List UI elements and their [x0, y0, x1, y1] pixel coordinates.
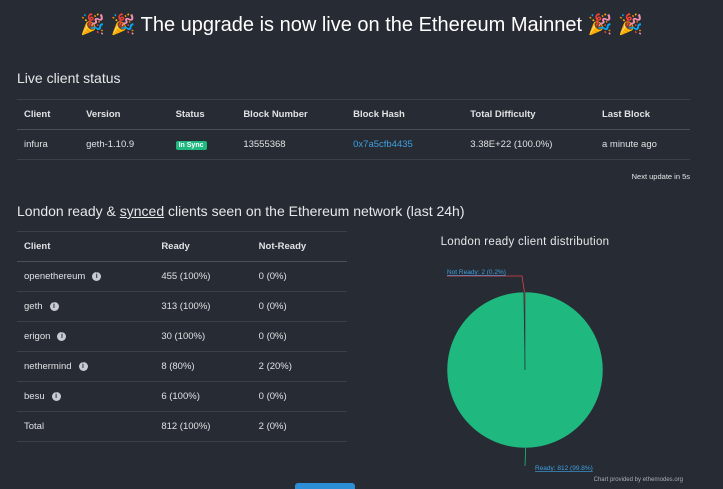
cell-text: 0 (0%)	[258, 301, 287, 312]
column-header: Ready	[154, 231, 252, 262]
label-leader	[447, 275, 525, 293]
table-cell: 3.38E+22 (100.0%)	[463, 129, 595, 160]
cell-text: 8 (80%)	[161, 361, 195, 372]
block-hash-link[interactable]: 0x7a5cfb4435	[353, 139, 413, 150]
column-header: Block Hash	[346, 99, 464, 130]
cell-text: 0 (0%)	[258, 271, 287, 282]
table-row: Total 812 (100%) 2 (0%)	[17, 411, 347, 442]
pie-slice	[446, 291, 604, 449]
table-cell: a minute ago	[594, 129, 690, 160]
table-cell: 0 (0%)	[251, 291, 347, 322]
chart-footnote: Chart provided by ethernodes.org	[594, 477, 683, 483]
table-cell: 30 (100%)	[154, 321, 252, 352]
cell-text: geth	[24, 301, 43, 312]
table-cell: 812 (100%)	[154, 411, 252, 442]
cell-text: a minute ago	[601, 139, 657, 150]
table-row: geth i 313 (100%) 0 (0%)	[17, 291, 347, 322]
table-cell: nethermind i	[17, 351, 155, 382]
cell-text: Total	[24, 421, 45, 432]
info-icon[interactable]: i	[57, 331, 67, 341]
table-cell: erigon i	[17, 321, 155, 352]
info-icon[interactable]: i	[92, 271, 102, 281]
column-header: Version	[79, 99, 169, 130]
info-icon[interactable]: i	[51, 391, 61, 401]
cell-text: 812 (100%)	[161, 421, 211, 432]
table-cell: openethereum i	[17, 261, 155, 292]
info-icon[interactable]: i	[49, 301, 59, 311]
table-cell: In Sync	[168, 129, 237, 160]
cell-text: 6 (100%)	[161, 391, 200, 402]
cell-text: 0 (0%)	[258, 391, 287, 402]
section-title: Live client status	[17, 70, 121, 86]
scroll-button[interactable]	[295, 483, 355, 489]
cell-text: 0 (0%)	[258, 331, 287, 342]
cell-text: openethereum	[24, 271, 86, 282]
title-link[interactable]: synced	[119, 203, 165, 219]
header-row: Client Version Status Block Number Block Has…	[17, 99, 690, 130]
table-row: nethermind i 8 (80%) 2 (20%)	[17, 351, 347, 382]
cell-text: erigon	[24, 331, 51, 342]
cell-text: 3.38E+22 (100.0%)	[470, 139, 553, 150]
table-cell: besu i	[17, 381, 155, 412]
chart-title: London ready client distribution	[441, 236, 610, 248]
table-row: infura geth-1.10.9 In Sync 13555368 0x7a5cfb…	[17, 129, 690, 160]
live-status-table: Client Version Status Block Number Block Has…	[17, 99, 690, 160]
table-cell: Total	[17, 411, 155, 442]
table-cell: 6 (100%)	[154, 381, 252, 412]
table-cell: 8 (80%)	[154, 351, 252, 382]
cell-text: infura	[24, 139, 48, 150]
header-row: Client Ready Not-Ready	[17, 231, 347, 262]
cell-text: 2 (0%)	[258, 421, 287, 432]
table-cell: 455 (100%)	[154, 261, 252, 292]
table-cell: 2 (20%)	[251, 351, 347, 382]
cell-text: 30 (100%)	[161, 331, 206, 342]
next-update: Next update in 5s	[631, 172, 690, 181]
title-text: London ready &	[17, 203, 116, 219]
table-cell: 0 (0%)	[251, 261, 347, 292]
table-cell: infura	[17, 129, 80, 160]
table-cell: 0 (0%)	[251, 321, 347, 352]
cell-text: 313 (100%)	[161, 301, 211, 312]
column-header: Not-Ready	[251, 231, 347, 262]
table-row: openethereum i 455 (100%) 0 (0%)	[17, 261, 347, 292]
cell-text: besu	[24, 391, 45, 402]
value-label: Ready: 812 (99.8%)	[535, 465, 593, 472]
cell-text: geth-1.10.9	[86, 139, 135, 150]
cell-text: 2 (20%)	[258, 361, 292, 372]
column-header: Client	[17, 231, 155, 262]
table-cell: 0 (0%)	[251, 381, 347, 412]
table-cell: 13555368	[236, 129, 347, 160]
section-title: London ready & synced clients seen on th…	[17, 203, 465, 219]
london-table: Client Ready Not-Ready openethereum i 455 (10…	[17, 231, 347, 442]
column-header: Block Number	[236, 99, 347, 130]
title-text: clients seen on the Ethereum network (la…	[168, 203, 465, 219]
status-badge: In Sync	[175, 141, 207, 150]
column-header: Last Block	[594, 99, 690, 130]
table-row: besu i 6 (100%) 0 (0%)	[17, 381, 347, 412]
info-icon[interactable]: i	[78, 361, 88, 371]
table-cell: geth-1.10.9	[79, 129, 169, 160]
table-cell: 0x7a5cfb4435	[346, 129, 464, 160]
pie-chart: London ready client distribution Not Read…	[441, 236, 683, 483]
table-cell: 313 (100%)	[154, 291, 252, 322]
table-cell: 2 (0%)	[251, 411, 347, 442]
cell-text: 455 (100%)	[161, 271, 211, 282]
label-leader	[524, 447, 527, 467]
table-cell: geth i	[17, 291, 155, 322]
cell-text: 13555368	[243, 139, 286, 150]
column-header: Total Difficulty	[463, 99, 595, 130]
cell-text: nethermind	[24, 361, 72, 372]
page-title: 🎉 🎉 The upgrade is now live on the Ether…	[80, 14, 643, 36]
value-label: Not Ready: 2 (0.2%)	[447, 269, 506, 276]
table-row: erigon i 30 (100%) 0 (0%)	[17, 321, 347, 352]
column-header: Status	[168, 99, 237, 130]
column-header: Client	[17, 99, 80, 130]
